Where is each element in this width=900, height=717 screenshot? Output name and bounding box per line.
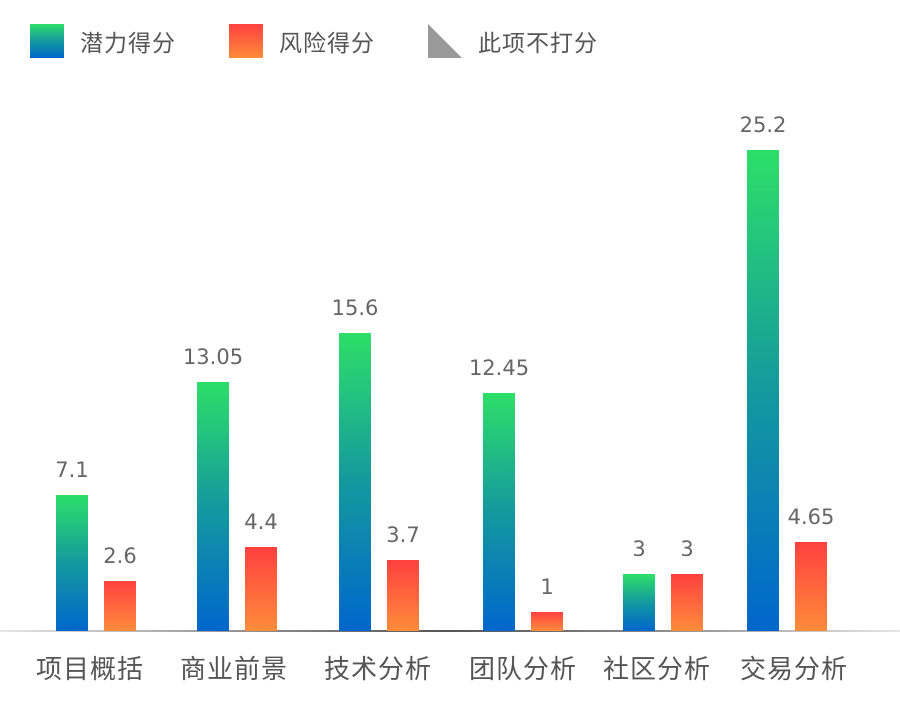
value-label-potential: 13.05 xyxy=(182,345,244,369)
x-axis-category-label: 商业前景 xyxy=(179,655,288,685)
x-axis-category-label: 团队分析 xyxy=(468,655,577,685)
bar-risk[interactable] xyxy=(795,542,827,631)
bar-potential[interactable] xyxy=(56,495,88,631)
x-axis-category-label: 项目概括 xyxy=(35,655,144,685)
x-axis-category-label: 技术分析 xyxy=(323,655,432,685)
bar-potential[interactable] xyxy=(747,150,779,631)
risk-swatch-icon xyxy=(229,24,263,58)
legend-item-potential[interactable]: 潜力得分 xyxy=(30,24,176,58)
value-label-potential: 7.1 xyxy=(55,458,89,482)
x-axis-category-label: 交易分析 xyxy=(739,655,848,685)
value-label-risk: 4.65 xyxy=(787,505,835,529)
legend-label-potential: 潜力得分 xyxy=(80,31,176,57)
x-axis-category-label: 社区分析 xyxy=(602,655,711,685)
bar-risk[interactable] xyxy=(387,560,419,631)
x-axis-line xyxy=(0,630,900,632)
potential-swatch-icon xyxy=(30,24,64,58)
bar-risk[interactable] xyxy=(671,574,703,631)
legend-item-risk[interactable]: 风险得分 xyxy=(229,24,375,58)
value-label-risk: 2.6 xyxy=(103,544,137,568)
value-label-risk: 3.7 xyxy=(386,523,420,547)
value-label-potential: 25.2 xyxy=(739,113,787,137)
legend-label-not-scored: 此项不打分 xyxy=(478,31,598,57)
legend-label-risk: 风险得分 xyxy=(279,31,375,57)
bar-potential[interactable] xyxy=(483,393,515,631)
bar-risk[interactable] xyxy=(531,612,563,631)
value-label-potential: 15.6 xyxy=(331,296,379,320)
bar-potential[interactable] xyxy=(339,333,371,631)
bar-potential[interactable] xyxy=(623,574,655,631)
value-label-potential: 12.45 xyxy=(468,356,530,380)
value-label-risk: 3 xyxy=(680,537,694,561)
bar-risk[interactable] xyxy=(245,547,277,631)
bar-risk[interactable] xyxy=(104,581,136,631)
legend-item-not-scored[interactable]: 此项不打分 xyxy=(428,24,598,58)
bar-potential[interactable] xyxy=(197,382,229,631)
value-label-potential: 3 xyxy=(632,537,646,561)
value-label-risk: 1 xyxy=(540,575,554,599)
value-label-risk: 4.4 xyxy=(244,510,278,534)
